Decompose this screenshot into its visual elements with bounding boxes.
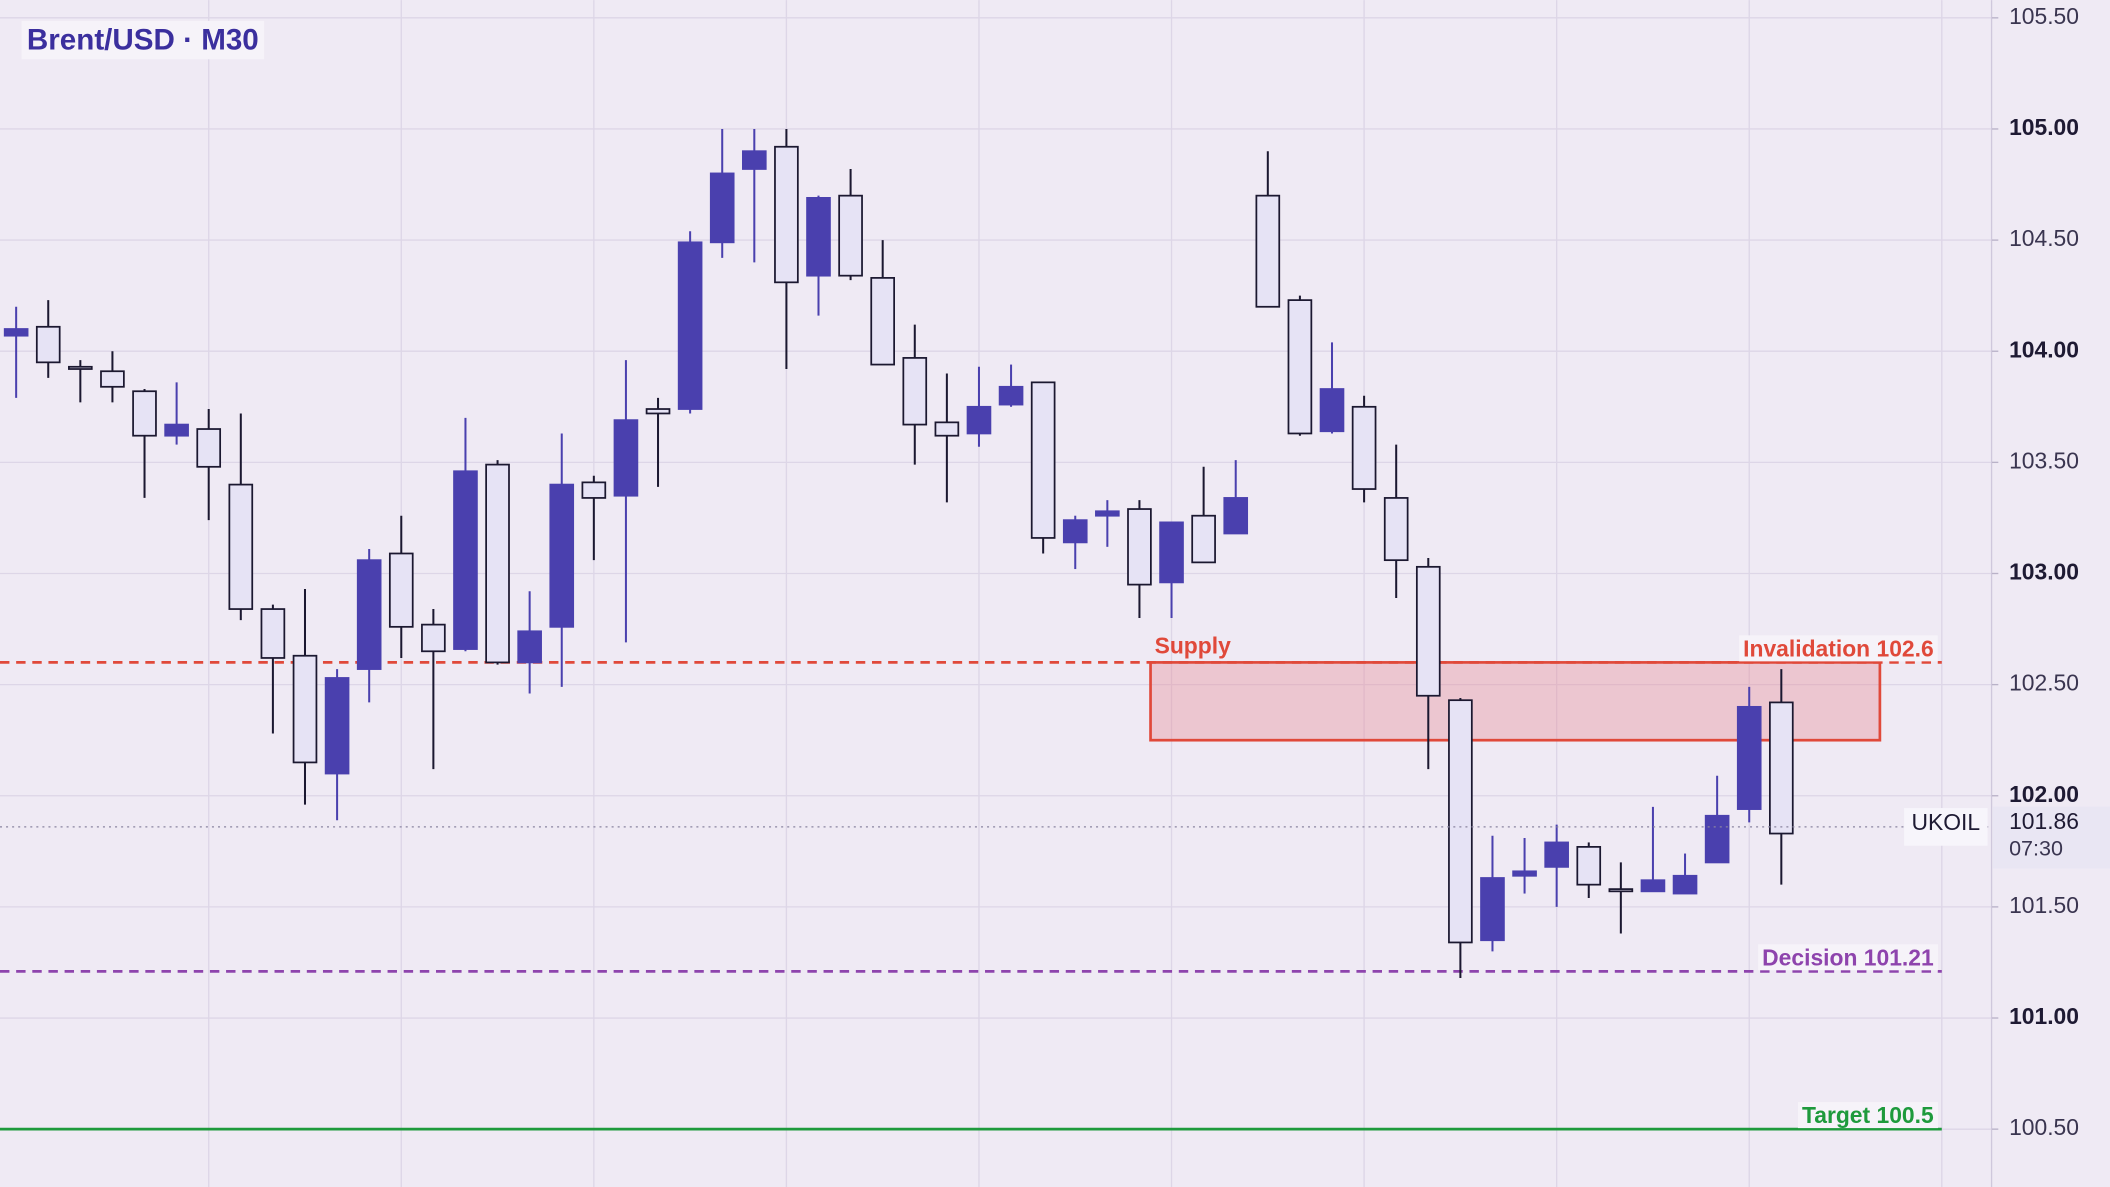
- price-tag-bg: [1992, 806, 2110, 869]
- level-label: Target 100.5: [1802, 1102, 1934, 1128]
- candle-body: [902, 357, 928, 426]
- level-label-bg: [1739, 635, 1938, 662]
- symbol-tag: UKOIL: [1912, 809, 1981, 835]
- y-tick-label: 104.50: [2009, 225, 2079, 251]
- candle-body: [774, 145, 799, 284]
- candle-body: [1319, 388, 1345, 433]
- price-tag: 101.86: [2009, 808, 2079, 834]
- candle-body: [709, 172, 735, 244]
- candle-body: [1062, 519, 1088, 544]
- y-tick-label: 101.00: [2009, 1003, 2079, 1029]
- candle-body: [421, 623, 446, 653]
- candle-body: [838, 194, 863, 277]
- candle-body: [741, 150, 767, 170]
- candle-body: [1672, 874, 1698, 895]
- level-label: Invalidation 102.6: [1743, 635, 1934, 661]
- candle-body: [613, 419, 639, 497]
- level-label-bg: [1797, 1102, 1939, 1129]
- candle-body: [1351, 405, 1377, 490]
- candle-body: [164, 423, 189, 437]
- candle-body: [870, 277, 896, 366]
- y-tick-label: 104.00: [2009, 336, 2079, 362]
- candle-body: [1512, 870, 1537, 877]
- y-tick-label: 103.50: [2009, 447, 2079, 473]
- candle-body: [1704, 814, 1730, 864]
- candle-body: [196, 428, 222, 468]
- candle-body: [485, 463, 510, 664]
- candle-body: [549, 483, 575, 628]
- y-tick-label: 102.50: [2009, 670, 2079, 696]
- candle-body: [356, 559, 382, 670]
- y-tick-label: 103.00: [2009, 559, 2079, 585]
- chart-title: Brent/USD · M30: [27, 24, 259, 57]
- candle-body: [645, 408, 671, 415]
- candle-body: [68, 365, 93, 370]
- candle-body: [35, 325, 61, 364]
- y-tick-label: 102.00: [2009, 781, 2079, 807]
- level-label-bg: [1758, 944, 1939, 971]
- candle-body: [1191, 514, 1216, 564]
- candle-body: [1480, 877, 1505, 942]
- candle-body: [1095, 510, 1120, 517]
- candle-body: [453, 470, 478, 650]
- candle-body: [1159, 521, 1184, 584]
- candle-body: [1576, 846, 1602, 886]
- candle-body: [324, 677, 350, 775]
- candle-body: [260, 608, 286, 659]
- level-label: Decision 101.21: [1762, 944, 1934, 970]
- candle-body: [934, 421, 960, 437]
- candle-body: [1223, 497, 1249, 535]
- candle-body: [1030, 381, 1056, 539]
- candle-body: [1448, 699, 1473, 944]
- candle-body: [388, 552, 414, 628]
- candle-body: [1544, 841, 1569, 868]
- symbol-tag-bg: [1904, 808, 1988, 846]
- candle-body: [100, 370, 125, 388]
- candle-body: [3, 328, 29, 337]
- candle-body: [677, 241, 703, 410]
- candle-body: [228, 483, 254, 610]
- candle-body: [1383, 497, 1409, 562]
- y-tick-label: 100.50: [2009, 1114, 2079, 1140]
- candle-body: [1415, 565, 1441, 697]
- candle-body: [1255, 194, 1281, 308]
- supply-zone-label: Supply: [1155, 633, 1231, 659]
- countdown: 07:30: [2009, 836, 2063, 860]
- candle-body: [1127, 508, 1152, 586]
- candle-body: [1287, 299, 1313, 435]
- candle-body: [132, 390, 157, 437]
- y-tick-label: 101.50: [2009, 892, 2079, 918]
- candle-body: [1608, 888, 1634, 893]
- candle-body: [517, 630, 542, 664]
- y-tick-label: 105.50: [2009, 3, 2079, 29]
- candle-body: [581, 481, 607, 499]
- candle-body: [1640, 879, 1666, 893]
- y-tick-label: 105.00: [2009, 114, 2079, 140]
- candle-body: [998, 385, 1024, 406]
- candle-body: [806, 197, 831, 277]
- title-bg: [21, 20, 265, 60]
- candle-body: [1769, 701, 1794, 835]
- candle-body: [966, 405, 992, 435]
- candle-body: [292, 654, 318, 764]
- candle-body: [1736, 705, 1762, 810]
